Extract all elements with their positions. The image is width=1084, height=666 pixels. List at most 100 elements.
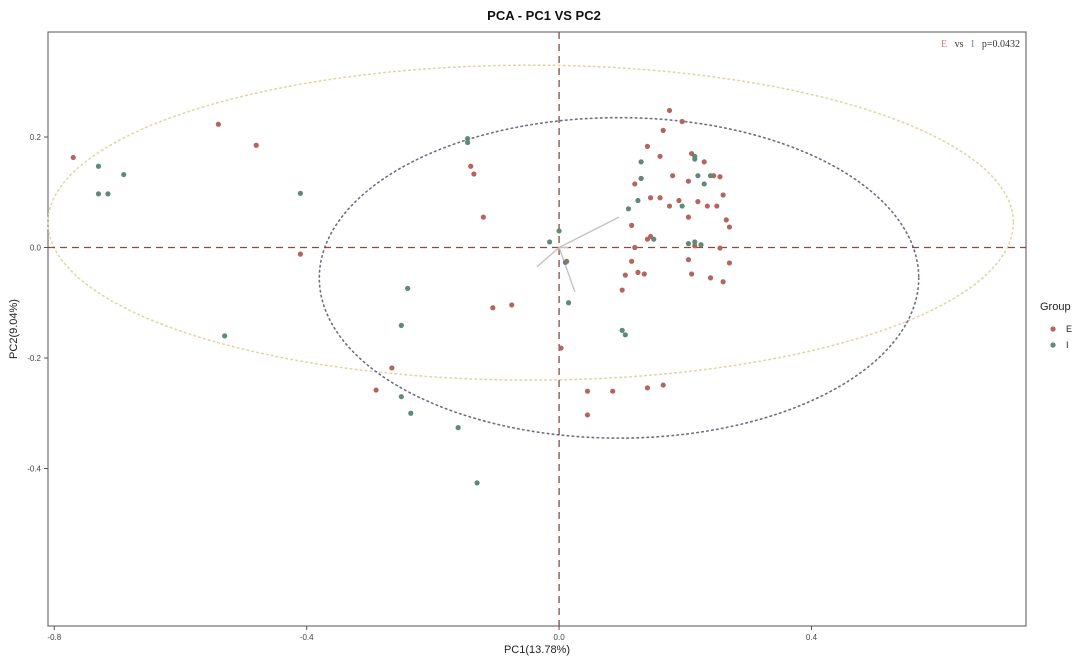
x-tick-label-1: -0.4 bbox=[300, 633, 314, 642]
point-i-34 bbox=[565, 300, 572, 306]
point-e-21 bbox=[657, 153, 663, 159]
point-e-15 bbox=[610, 388, 616, 394]
data-points bbox=[70, 107, 733, 486]
x-tick-label-3: 0.4 bbox=[806, 633, 818, 642]
point-i-8 bbox=[464, 139, 471, 146]
point-i-19 bbox=[635, 197, 641, 204]
x-axis-label: PC1(13.78%) bbox=[504, 644, 570, 656]
y-axis-label: PC2(9.04%) bbox=[8, 299, 20, 359]
point-i-12 bbox=[408, 410, 414, 416]
legend-label-i: I bbox=[1066, 340, 1069, 350]
point-i-29 bbox=[692, 239, 698, 245]
point-e-10 bbox=[373, 387, 379, 393]
annotation-group-a: E bbox=[941, 39, 947, 50]
point-e-13 bbox=[584, 388, 591, 394]
point-i-5 bbox=[297, 190, 303, 196]
point-e-57 bbox=[692, 243, 698, 249]
point-i-7 bbox=[464, 136, 471, 142]
point-i-33 bbox=[622, 332, 628, 338]
point-i-17 bbox=[547, 239, 553, 245]
x-axis: -0.8 -0.4 0.0 0.4 bbox=[47, 626, 818, 642]
point-e-9 bbox=[509, 302, 515, 308]
y-tick-label-2: -0.2 bbox=[27, 354, 41, 363]
point-i-27 bbox=[695, 173, 701, 179]
point-i-21 bbox=[638, 159, 644, 165]
ellipse-e bbox=[47, 64, 1015, 381]
loading-vector-1 bbox=[558, 216, 620, 249]
point-i-9 bbox=[405, 285, 411, 291]
loading-vectors bbox=[536, 216, 620, 292]
point-i-25 bbox=[692, 153, 698, 159]
point-e-19 bbox=[644, 143, 651, 149]
point-i-22 bbox=[679, 203, 685, 209]
point-e-47 bbox=[622, 272, 628, 278]
legend-swatch-e bbox=[1050, 326, 1056, 332]
point-e-16 bbox=[644, 385, 651, 391]
point-e-43 bbox=[632, 244, 638, 251]
point-e-6 bbox=[471, 171, 477, 177]
point-i-2 bbox=[95, 191, 102, 197]
loading-vector-2 bbox=[536, 246, 560, 268]
y-tick-label-1: 0.0 bbox=[30, 243, 42, 252]
point-i-31 bbox=[651, 236, 657, 242]
point-e-42 bbox=[629, 222, 635, 228]
point-e-32 bbox=[714, 203, 720, 209]
point-e-26 bbox=[685, 178, 692, 184]
point-e-39 bbox=[666, 203, 673, 209]
point-e-12 bbox=[558, 345, 564, 351]
point-i-13 bbox=[455, 425, 461, 431]
point-i-10 bbox=[398, 322, 404, 329]
point-e-46 bbox=[641, 271, 647, 277]
point-i-26 bbox=[707, 173, 714, 179]
point-i-20 bbox=[638, 175, 644, 182]
point-e-31 bbox=[704, 203, 710, 209]
point-e-38 bbox=[657, 195, 663, 201]
chart-title: PCA - PC1 VS PC2 bbox=[487, 8, 601, 23]
point-e-50 bbox=[688, 271, 695, 277]
point-e-1 bbox=[70, 154, 76, 161]
point-e-48 bbox=[619, 287, 625, 293]
point-e-44 bbox=[629, 258, 635, 264]
point-e-23 bbox=[660, 127, 666, 133]
point-e-53 bbox=[726, 260, 733, 266]
point-i-11 bbox=[398, 394, 404, 400]
point-e-20 bbox=[647, 195, 654, 201]
y-tick-label-0: 0.2 bbox=[30, 133, 42, 142]
point-e-7 bbox=[480, 214, 486, 220]
point-e-33 bbox=[720, 192, 726, 198]
point-e-36 bbox=[632, 181, 638, 187]
point-i-28 bbox=[685, 241, 692, 247]
point-e-8 bbox=[490, 305, 496, 311]
y-axis: 0.2 0.0 -0.2 -0.4 bbox=[27, 133, 48, 474]
point-i-6 bbox=[222, 333, 228, 339]
point-e-55 bbox=[726, 224, 733, 230]
group-comparison-annotation: E vs I p=0.0432 bbox=[941, 39, 1020, 50]
point-e-27 bbox=[701, 159, 707, 165]
point-e-30 bbox=[695, 199, 701, 205]
point-e-52 bbox=[720, 279, 726, 285]
point-e-17 bbox=[660, 382, 666, 388]
point-e-49 bbox=[685, 257, 692, 263]
legend: Group E I bbox=[1040, 301, 1072, 350]
point-e-56 bbox=[723, 217, 729, 223]
point-e-25 bbox=[670, 173, 676, 179]
x-tick-label-2: 0.0 bbox=[554, 633, 566, 642]
point-e-5 bbox=[468, 163, 474, 169]
point-e-54 bbox=[717, 245, 723, 251]
point-e-29 bbox=[717, 174, 723, 180]
loading-vector-3 bbox=[558, 247, 576, 292]
legend-title: Group bbox=[1040, 301, 1071, 313]
point-i-32 bbox=[619, 327, 625, 333]
annotation-group-b: I bbox=[971, 39, 974, 50]
point-e-14 bbox=[584, 412, 591, 418]
y-tick-label-3: -0.4 bbox=[27, 465, 41, 474]
ellipse-i bbox=[318, 116, 920, 439]
plot-frame bbox=[47, 31, 1027, 627]
point-i-23 bbox=[701, 181, 707, 187]
zero-reference-lines bbox=[48, 32, 1026, 626]
legend-swatch-i bbox=[1050, 342, 1056, 348]
point-e-2 bbox=[215, 121, 221, 127]
x-tick-label-0: -0.8 bbox=[47, 633, 61, 642]
annotation-p-value: p=0.0432 bbox=[982, 39, 1020, 50]
